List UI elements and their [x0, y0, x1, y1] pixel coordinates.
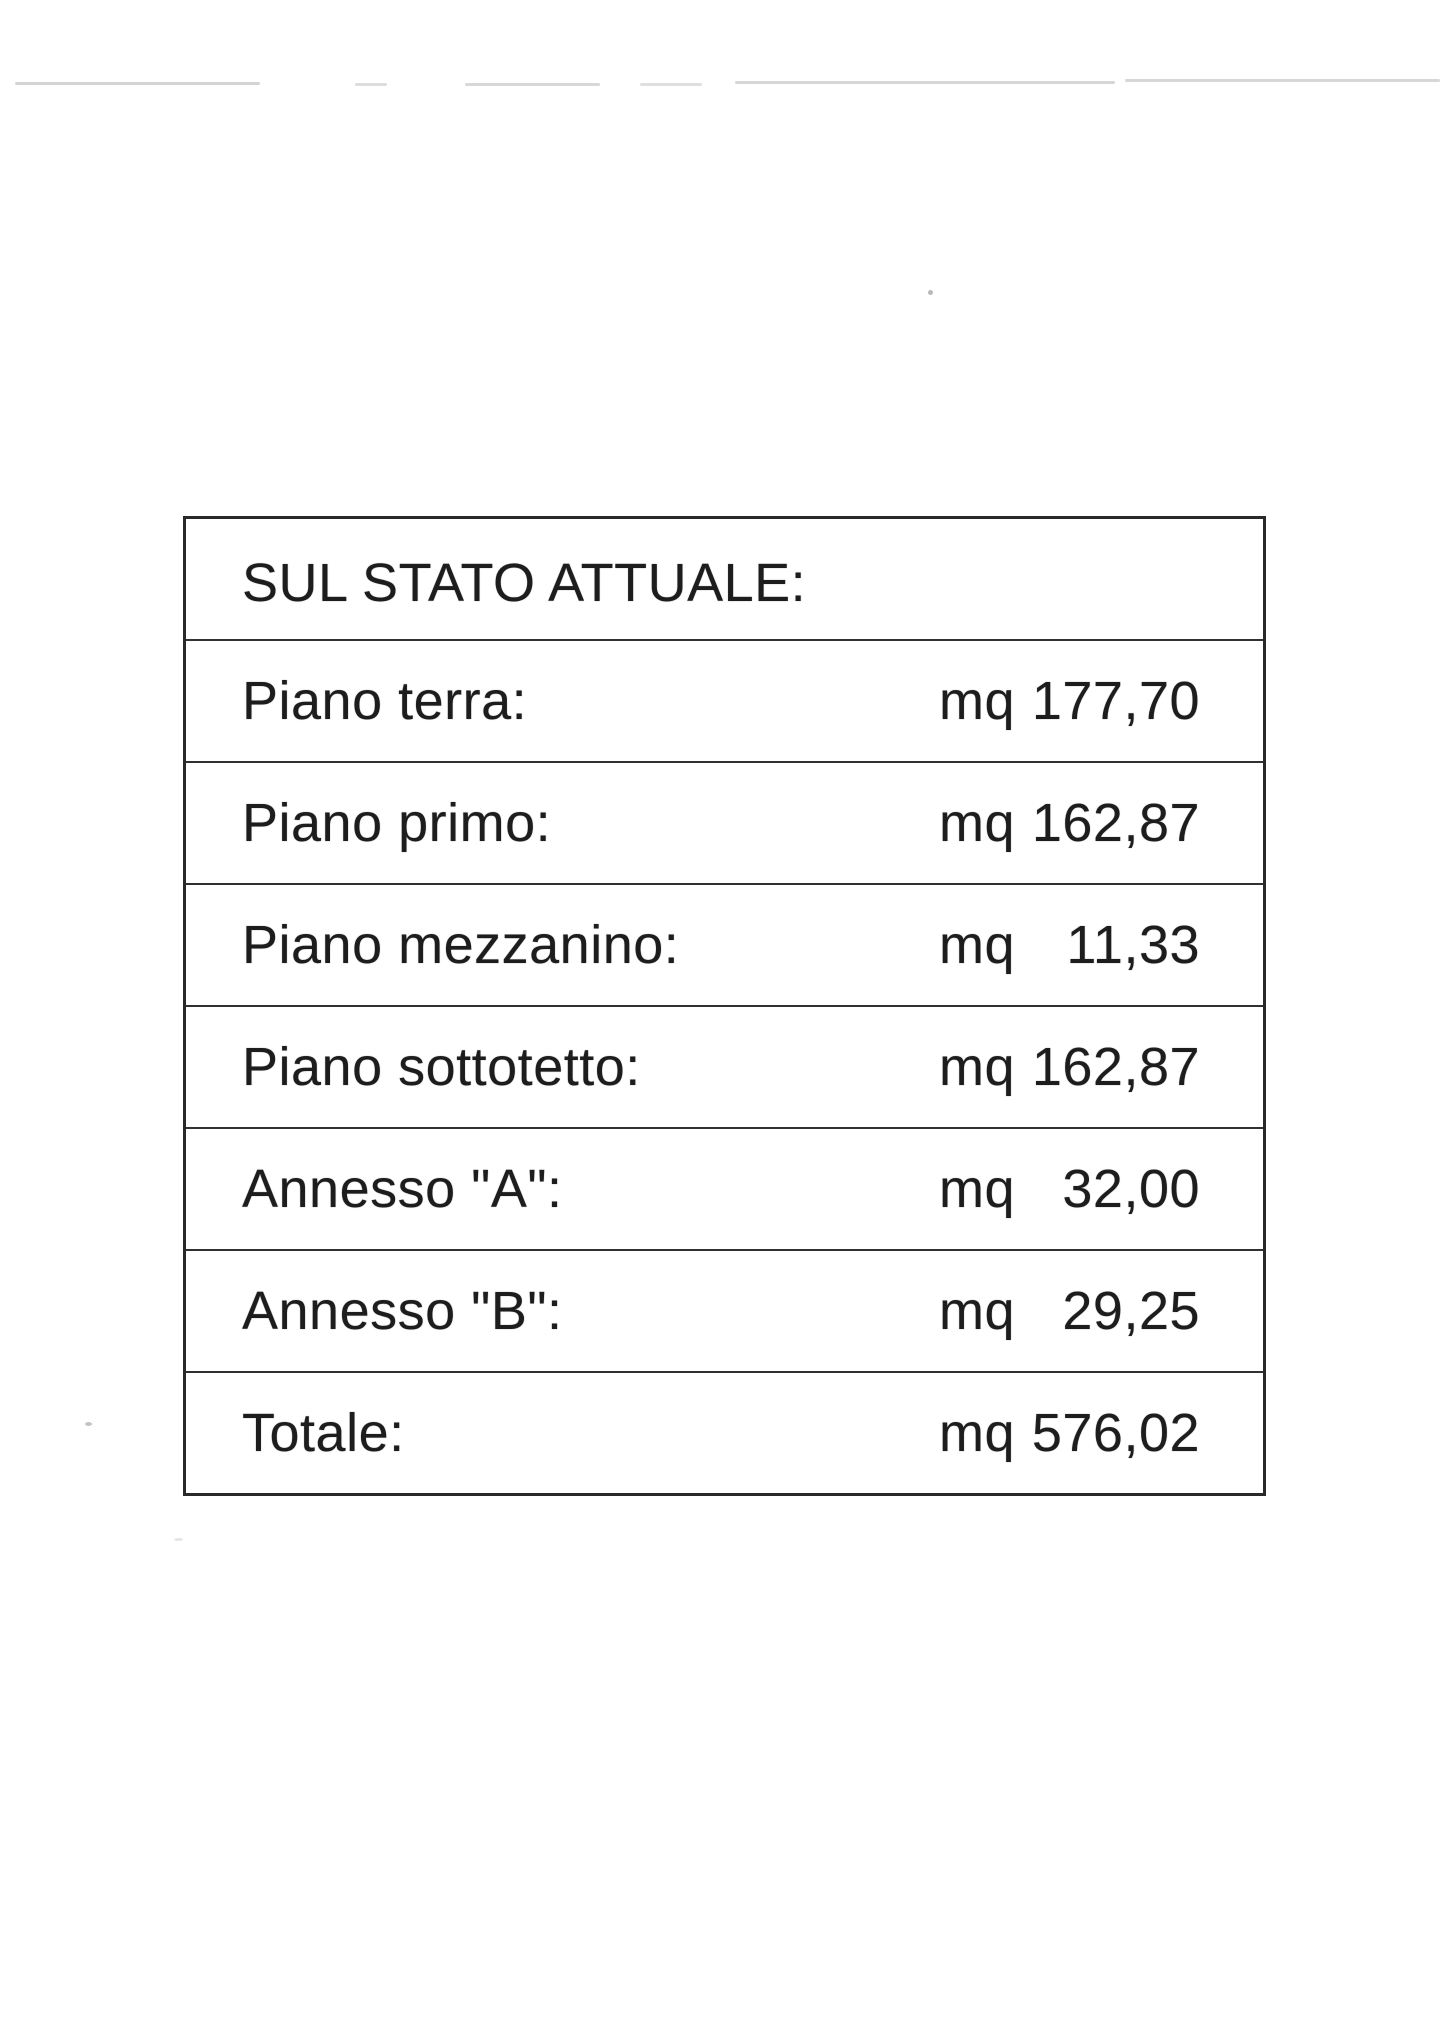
scan-speck — [85, 1422, 92, 1426]
scan-speck — [174, 1538, 183, 1541]
row-label: Totale: — [242, 1403, 405, 1463]
unit-label: mq — [939, 1037, 1016, 1097]
row-label: Piano sottotetto: — [242, 1037, 641, 1097]
table-row: Piano mezzanino: mq 11,33 — [186, 883, 1263, 1005]
area-value: 162,87 — [1031, 793, 1201, 853]
unit-label: mq — [939, 915, 1016, 975]
unit-label: mq — [939, 1403, 1016, 1463]
table-row: Piano primo: mq 162,87 — [186, 761, 1263, 883]
scan-streak — [1125, 79, 1440, 82]
table-title: SUL STATO ATTUALE: — [242, 553, 807, 613]
unit-label: mq — [939, 1281, 1016, 1341]
scan-speck — [928, 290, 933, 295]
row-value: mq 29,25 — [939, 1280, 1200, 1342]
unit-label: mq — [939, 1159, 1016, 1219]
table-row-total: Totale: mq 576,02 — [186, 1371, 1263, 1493]
area-value: 162,87 — [1031, 1037, 1201, 1097]
row-value: mq 162,87 — [939, 792, 1200, 854]
area-value: 32,00 — [1062, 1159, 1201, 1219]
row-value: mq 11,33 — [939, 914, 1200, 976]
row-label: Annesso "A": — [242, 1159, 563, 1219]
area-value: 11,33 — [1066, 915, 1201, 975]
area-summary-table: SUL STATO ATTUALE: Piano terra: mq 177,7… — [183, 516, 1266, 1496]
table-row: Piano sottotetto: mq 162,87 — [186, 1005, 1263, 1127]
row-label: Piano primo: — [242, 793, 552, 853]
table-header-row: SUL STATO ATTUALE: — [186, 519, 1263, 639]
area-value: 29,25 — [1062, 1281, 1201, 1341]
unit-label: mq — [939, 671, 1016, 731]
row-value: mq 177,70 — [939, 670, 1200, 732]
scan-streak — [465, 83, 600, 86]
unit-label: mq — [939, 793, 1016, 853]
row-value: mq 32,00 — [939, 1158, 1200, 1220]
row-value: mq 576,02 — [939, 1402, 1200, 1464]
scan-streak — [15, 82, 260, 85]
row-label: Piano mezzanino: — [242, 915, 680, 975]
row-label: Annesso "B": — [242, 1281, 563, 1341]
table-row: Piano terra: mq 177,70 — [186, 639, 1263, 761]
table-row: Annesso "A": mq 32,00 — [186, 1127, 1263, 1249]
scan-streak — [735, 81, 1115, 84]
area-value: 576,02 — [1031, 1403, 1201, 1463]
scan-streak — [640, 83, 702, 86]
scan-streak — [355, 83, 387, 86]
row-label: Piano terra: — [242, 671, 528, 731]
table-row: Annesso "B": mq 29,25 — [186, 1249, 1263, 1371]
area-value: 177,70 — [1031, 671, 1201, 731]
row-value: mq 162,87 — [939, 1036, 1200, 1098]
